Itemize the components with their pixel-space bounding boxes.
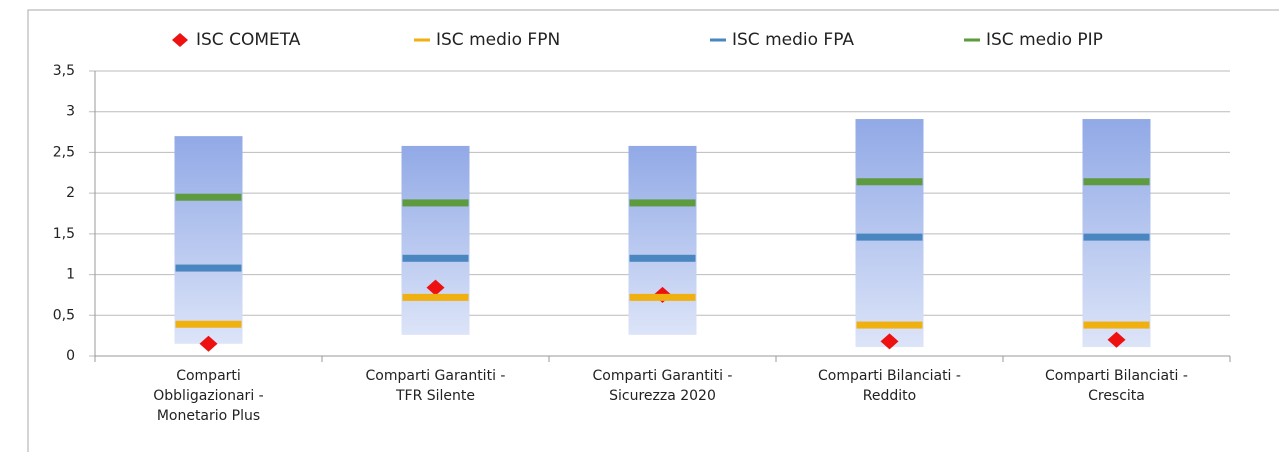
y-tick-label: 0,5 — [53, 307, 75, 323]
y-tick-label: 1,5 — [53, 226, 75, 242]
x-tick-label: Comparti Garantiti - — [593, 368, 733, 384]
range-bar — [628, 145, 697, 335]
level-mark — [629, 199, 696, 207]
level-mark — [856, 178, 923, 186]
x-tick-label: Obbligazionari - — [153, 388, 263, 404]
legend-label: ISC medio PIP — [986, 30, 1103, 50]
level-mark — [402, 199, 469, 207]
legend-swatch — [964, 38, 980, 42]
legend-label: ISC medio FPN — [436, 30, 560, 50]
level-mark — [629, 254, 696, 262]
x-tick-label: Comparti Garantiti - — [366, 368, 506, 384]
legend-label: ISC COMETA — [196, 30, 301, 50]
y-tick-label: 0 — [66, 348, 75, 364]
range-bar — [855, 119, 924, 348]
x-tick-label: Reddito — [863, 388, 916, 404]
level-mark — [1083, 178, 1150, 186]
x-tick-label: Comparti — [176, 368, 241, 384]
range-bar — [1082, 119, 1151, 348]
y-tick-label: 3 — [66, 104, 75, 120]
level-mark — [175, 320, 242, 328]
x-tick-label: TFR Silente — [395, 388, 475, 404]
level-mark — [1083, 233, 1150, 241]
level-mark — [856, 233, 923, 241]
level-mark — [175, 193, 242, 201]
y-tick-label: 3,5 — [53, 63, 75, 79]
level-mark — [629, 293, 696, 301]
point — [880, 333, 899, 350]
level-mark — [175, 264, 242, 272]
x-tick-label: Crescita — [1088, 388, 1145, 404]
x-tick-label: Monetario Plus — [157, 408, 260, 424]
x-tick-label: Sicurezza 2020 — [609, 388, 716, 404]
level-mark — [856, 321, 923, 329]
level-mark — [1083, 321, 1150, 329]
level-mark — [402, 254, 469, 262]
range-bar — [174, 136, 243, 344]
legend: ISC COMETA ISC medio FPN ISC medio FPA ISC … — [172, 30, 1103, 50]
point — [426, 279, 445, 296]
legend-label: ISC medio FPA — [732, 30, 854, 50]
y-tick-label: 2,5 — [53, 144, 75, 160]
point — [199, 335, 218, 352]
level-mark — [402, 293, 469, 301]
y-tick-label: 1 — [66, 267, 75, 283]
legend-swatch — [414, 38, 430, 42]
x-tick-label: Comparti Bilanciati - — [818, 368, 961, 384]
chart-frame — [27, 9, 1279, 452]
legend-swatch — [172, 33, 188, 47]
y-tick-label: 2 — [66, 185, 75, 201]
legend-swatch — [710, 38, 726, 42]
x-tick-label: Comparti Bilanciati - — [1045, 368, 1188, 384]
range-bar — [401, 145, 470, 335]
point — [1107, 331, 1126, 348]
